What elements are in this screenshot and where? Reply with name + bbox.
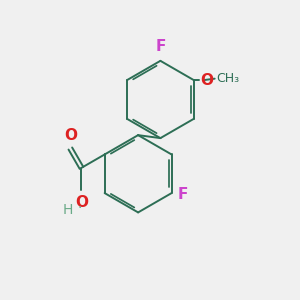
Text: CH₃: CH₃	[216, 72, 239, 85]
Text: O: O	[64, 128, 77, 143]
Text: O: O	[200, 73, 213, 88]
Text: F: F	[178, 187, 188, 202]
Text: ·: ·	[77, 201, 81, 215]
Text: F: F	[155, 39, 166, 54]
Text: O: O	[75, 196, 88, 211]
Text: H: H	[62, 202, 73, 217]
